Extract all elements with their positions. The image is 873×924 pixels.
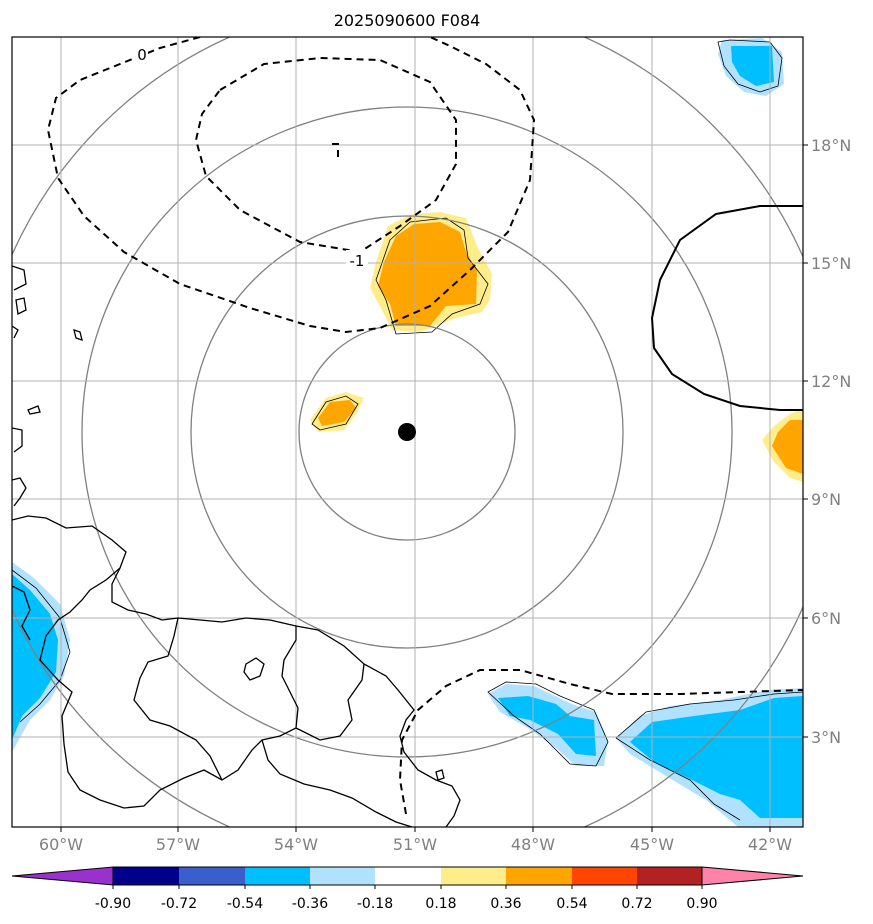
colorbar-bin-5 [375, 867, 441, 885]
island-2 [435, 769, 445, 781]
caribbean-coast-2 [12, 477, 27, 507]
colorbar-label-pos018: 0.18 [425, 896, 456, 912]
storm-center-marker [398, 423, 416, 441]
colorbar-frame [112, 866, 703, 886]
colorbar-label-neg036: -0.36 [292, 896, 328, 912]
contour-label-bg-0 [132, 44, 148, 62]
lat-tick-label-6n: 6°N [811, 609, 841, 628]
orange-area-west [318, 400, 356, 426]
colorbar-bin-6 [441, 867, 506, 885]
caribbean-island-2 [73, 329, 83, 341]
map-title: 2025090600 F084 [334, 11, 481, 30]
colorbar-bin-7 [506, 867, 572, 885]
colorbar-label-neg054: -0.54 [227, 896, 263, 912]
outline-north [375, 217, 489, 335]
solid-contour-east [650, 205, 803, 411]
lat-tick-label-9n: 9°N [811, 490, 841, 509]
lon-tick-label-42w: 42°W [748, 835, 792, 854]
caribbean-coast-4 [12, 325, 19, 339]
contour-label-minus-one: -1 [350, 252, 365, 270]
colorbar-label-pos054: 0.54 [556, 896, 587, 912]
range-ring-2 [190, 215, 624, 649]
colorbar-extend-high [701, 866, 804, 886]
lat-tick-label-18n: 18°N [811, 136, 851, 155]
orange-area-north [378, 222, 477, 326]
colorbar-label-pos072: 0.72 [621, 896, 652, 912]
range-ring-1 [298, 323, 516, 541]
blue-area-west [12, 574, 58, 740]
lon-axis: 60°W 57°W 54°W 51°W 48°W 45°W 42°W [39, 827, 792, 854]
outline-south [487, 681, 609, 767]
lon-tick-label-45w: 45°W [630, 835, 674, 854]
outline-ne [717, 39, 783, 93]
lat-tick-label-15n: 15°N [811, 254, 851, 273]
colorbar-bin-1 [113, 867, 179, 885]
dashed-contour-south [398, 669, 803, 815]
contour-label-zero: 0 [137, 46, 147, 64]
range-ring-3 [81, 106, 733, 758]
caribbean-island-3 [27, 405, 41, 415]
contour-lines [46, 37, 803, 815]
lat-axis: 18°N 15°N 12°N 9°N 6°N 3°N [803, 136, 851, 747]
caribbean-coast-3 [12, 265, 27, 291]
dashed-contour-small [332, 143, 339, 162]
contour-label-bg-1 [346, 250, 368, 268]
country-border-2 [133, 617, 223, 781]
outline-west-blue [12, 569, 71, 723]
outline-se [615, 691, 803, 821]
coastlines [12, 265, 461, 827]
shading-outlines [12, 39, 803, 821]
colorbar-bin-9 [637, 867, 702, 885]
lon-tick-label-60w: 60°W [39, 835, 83, 854]
colorbar-extend-low [11, 866, 114, 886]
lat-tick-label-12n: 12°N [811, 372, 851, 391]
lat-tick-label-3n: 3°N [811, 728, 841, 747]
orange-area-east [772, 420, 803, 474]
colorbar-bin-2 [179, 867, 245, 885]
lon-tick-label-51w: 51°W [393, 835, 437, 854]
colorbar-bin-4 [310, 867, 375, 885]
colorbar-label-pos036: 0.36 [490, 896, 521, 912]
lon-tick-label-54w: 54°W [274, 835, 318, 854]
island-1 [243, 657, 265, 681]
colorbar: -0.90 -0.72 -0.54 -0.36 -0.18 0.18 0.36 … [11, 866, 804, 912]
dashed-contour-zero [46, 37, 536, 334]
colorbar-label-neg072: -0.72 [161, 896, 197, 912]
country-border-4 [261, 739, 413, 827]
colorbar-label-neg090: -0.90 [95, 896, 131, 912]
map-frame [11, 36, 804, 828]
dashed-contour-minus-one [194, 56, 457, 254]
contour-labels: 0 -1 [132, 44, 368, 270]
caribbean-island-1 [15, 297, 27, 315]
colorbar-bin-8 [572, 867, 637, 885]
lon-tick-label-57w: 57°W [156, 835, 200, 854]
plot-area: 0 -1 [12, 37, 803, 827]
country-border-3 [295, 663, 365, 741]
south-america-coast [12, 515, 461, 827]
caribbean-coast-5 [12, 585, 31, 641]
caribbean-coast-1 [12, 427, 23, 453]
lon-tick-label-48w: 48°W [511, 835, 555, 854]
outline-west [311, 395, 359, 431]
range-rings [12, 37, 803, 827]
blue-area-se [630, 696, 803, 818]
blue-area-ne [731, 46, 774, 86]
colorbar-label-neg018: -0.18 [357, 896, 393, 912]
country-border-1 [39, 567, 299, 809]
colorbar-label-pos090: 0.90 [686, 896, 717, 912]
colorbar-bin-3 [245, 867, 310, 885]
